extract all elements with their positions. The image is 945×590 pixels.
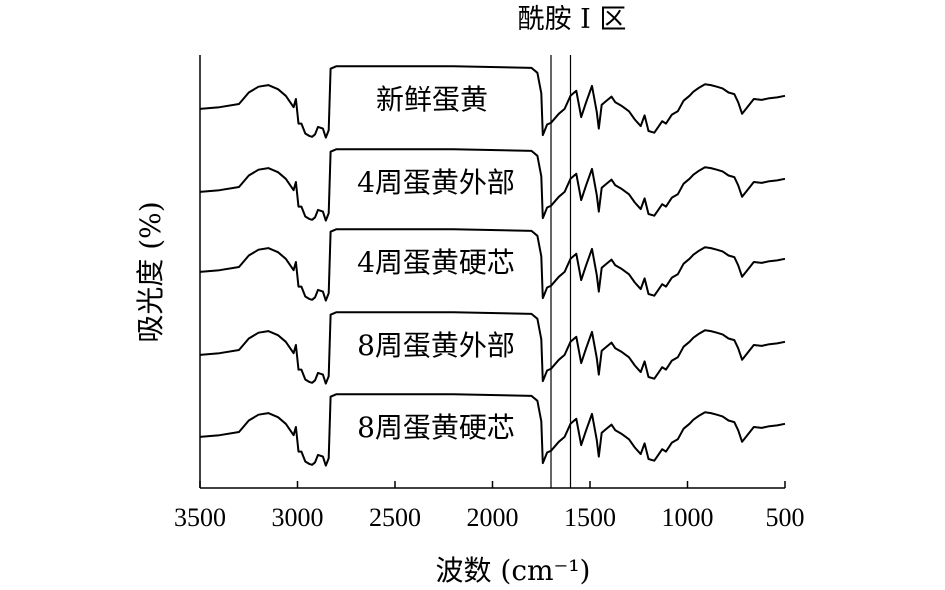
series-label-3: 4周蛋黄硬芯 (357, 246, 515, 279)
amide-band (550, 55, 572, 488)
series-line-3 (199, 228, 786, 302)
series-label-5: 8周蛋黄硬芯 (357, 411, 515, 444)
series-label-4: 8周蛋黄外部 (357, 329, 515, 362)
series-line-4 (199, 311, 786, 385)
series-layer (199, 65, 786, 467)
x-tick-label-2000: 2000 (467, 503, 519, 532)
x-axis-title: 波数 (cm⁻¹) (436, 554, 591, 587)
series-line-1 (199, 65, 786, 139)
series-line-2 (199, 148, 786, 222)
x-tick-label-1000: 1000 (662, 503, 714, 532)
x-tick-label-2500: 2500 (369, 503, 421, 532)
x-tick-label-3500: 3500 (174, 503, 226, 532)
x-tick-label-3000: 3000 (272, 503, 324, 532)
y-axis-title: 吸光度 (%) (134, 201, 167, 342)
x-tick-label-1500: 1500 (564, 503, 616, 532)
x-tick-label-500: 500 (766, 503, 805, 532)
x-axis: 3500 3000 2500 2000 1500 1000 500 (174, 55, 805, 532)
amide-band-annotation: 酰胺 I 区 (518, 4, 627, 35)
series-labels: 新鲜蛋黄 4周蛋黄外部 4周蛋黄硬芯 8周蛋黄外部 8周蛋黄硬芯 (357, 83, 515, 444)
series-line-5 (199, 393, 786, 467)
series-label-1: 新鲜蛋黄 (376, 83, 488, 116)
series-label-2: 4周蛋黄外部 (357, 166, 515, 199)
